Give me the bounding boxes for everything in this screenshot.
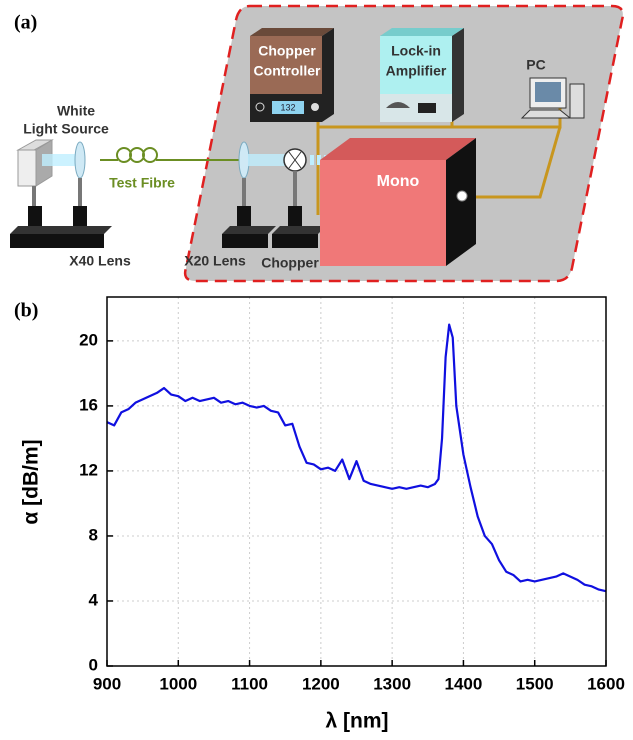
x-tick-label: 1000 — [159, 674, 197, 693]
y-tick-label: 0 — [89, 655, 98, 674]
y-tick-label: 20 — [79, 330, 98, 349]
lens — [74, 141, 86, 179]
plot-frame — [106, 296, 607, 667]
data-line — [106, 323, 607, 593]
mounts — [10, 171, 326, 248]
label: Light Source — [23, 121, 109, 137]
label: Chopper — [261, 255, 319, 271]
x-tick-label: 1600 — [587, 674, 625, 693]
x-tick-label: 1400 — [445, 674, 483, 693]
label: Lock-in — [391, 43, 441, 59]
chart: λ [nm] α [dB/m] 0 4 8 12 16 20 900 1000 1100 1200… — [20, 296, 625, 733]
panel-label: (b) — [14, 300, 38, 322]
label: PC — [526, 57, 545, 73]
display-text: 132 — [280, 102, 295, 112]
label: Controller — [254, 63, 321, 79]
x-tick-label: 1200 — [302, 674, 340, 693]
chopper-blades — [288, 151, 302, 169]
y-tick-label: 4 — [89, 590, 99, 609]
fibre — [100, 147, 242, 163]
lock-in-amplifier — [380, 28, 464, 122]
label: Amplifier — [386, 63, 447, 79]
y-tick-label: 8 — [89, 525, 98, 544]
x-axis-label: λ [nm] — [326, 710, 389, 733]
label: X40 Lens — [69, 253, 131, 269]
beam — [248, 154, 288, 166]
y-axis-label: α [dB/m] — [20, 439, 43, 524]
panel-label: (a) — [14, 12, 37, 34]
pc-icon — [520, 77, 585, 119]
monochromator — [320, 138, 476, 266]
x-tick-label: 1500 — [516, 674, 554, 693]
label: Mono — [377, 173, 420, 190]
label: Test Fibre — [109, 175, 175, 191]
x-tick-label: 1100 — [231, 674, 268, 693]
setup-diagram: White Light Source Test Fibre X40 Lens X… — [10, 4, 625, 283]
x-tick-label: 1300 — [373, 674, 411, 693]
light-source — [16, 139, 82, 187]
label: White — [57, 103, 95, 119]
label: X20 Lens — [184, 253, 246, 269]
lens — [238, 141, 250, 179]
chopper-controller — [250, 28, 334, 122]
label: Chopper — [258, 43, 316, 59]
y-tick-label: 16 — [79, 395, 98, 414]
x-tick-label: 900 — [93, 674, 121, 693]
y-tick-label: 12 — [79, 460, 98, 479]
